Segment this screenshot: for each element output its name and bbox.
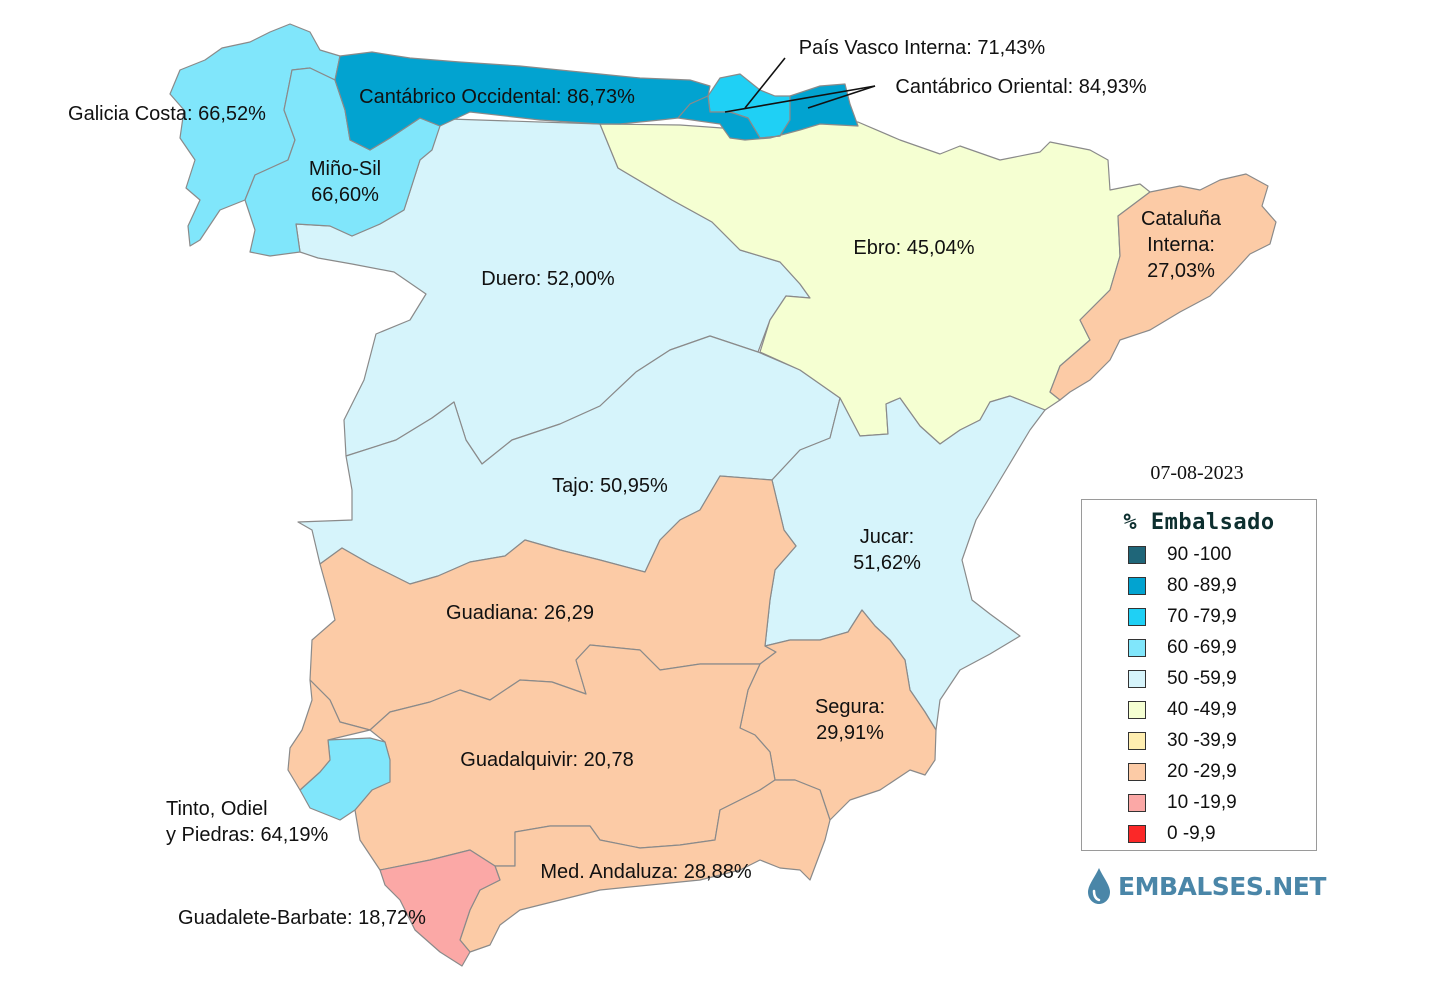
- label-cantabrico-oriental: Cantábrico Oriental: 84,93%: [895, 76, 1146, 98]
- legend-item: 20 -29,9: [1128, 760, 1237, 784]
- label-mino-sil: Miño-Sil 66,60%: [309, 158, 381, 206]
- region-cantabrico-occidental[interactable]: [334, 51, 711, 151]
- leader-pais-vasco-interna: [744, 57, 786, 109]
- legend-swatch: [1128, 825, 1146, 843]
- map-labels: Galicia Costa: 66,52% Miño-Sil 66,60% Cantá…: [68, 37, 1222, 929]
- legend-label: 60 -69,9: [1167, 637, 1237, 658]
- label-line: Cantábrico Oriental: 84,93%: [895, 76, 1146, 98]
- legend-label: 10 -19,9: [1167, 792, 1237, 813]
- label-tajo: Tajo: 50,95%: [552, 475, 668, 497]
- legend-swatch: [1128, 794, 1146, 812]
- label-line: y Piedras: 64,19%: [166, 824, 329, 846]
- legend-label: 0 -9,9: [1167, 823, 1216, 844]
- brand-logo[interactable]: EMBALSES.NET: [1086, 866, 1326, 906]
- label-jucar: Jucar: 51,62%: [853, 526, 921, 574]
- label-line: 29,91%: [816, 722, 884, 744]
- label-guadalquivir: Guadalquivir: 20,78: [460, 749, 633, 771]
- legend-title: % Embalsado: [1123, 510, 1275, 535]
- legend-label: 50 -59,9: [1167, 668, 1237, 689]
- legend: % Embalsado 90 -100 80 -89,9 70 -79,9 60…: [1081, 499, 1317, 851]
- legend-item: 60 -69,9: [1128, 636, 1237, 660]
- legend-item: 50 -59,9: [1128, 667, 1237, 691]
- legend-label: 40 -49,9: [1167, 699, 1237, 720]
- label-line: Miño-Sil: [309, 158, 381, 180]
- label-line: 51,62%: [853, 552, 921, 574]
- region-ebro[interactable]: [599, 121, 1151, 445]
- label-line: Jucar:: [860, 526, 914, 548]
- label-med-andaluza: Med. Andaluza: 28,88%: [540, 861, 751, 883]
- legend-item: 30 -39,9: [1128, 729, 1237, 753]
- region-guadiana-south: [287, 679, 371, 791]
- label-line: Galicia Costa: 66,52%: [68, 103, 266, 125]
- label-line: Interna:: [1147, 234, 1215, 256]
- legend-label: 80 -89,9: [1167, 575, 1237, 596]
- label-duero: Duero: 52,00%: [481, 268, 615, 290]
- legend-swatch: [1128, 546, 1146, 564]
- label-line: Cantábrico Occidental: 86,73%: [359, 86, 635, 108]
- legend-item: 70 -79,9: [1128, 605, 1237, 629]
- leader-cantabrico-oriental-1: [724, 85, 876, 113]
- label-line: País Vasco Interna: 71,43%: [799, 37, 1046, 59]
- legend-swatch: [1128, 639, 1146, 657]
- legend-item: 10 -19,9: [1128, 791, 1237, 815]
- water-drop-icon: [1088, 868, 1110, 904]
- label-line: Segura:: [815, 696, 885, 718]
- legend-swatch: [1128, 608, 1146, 626]
- label-line: Duero: 52,00%: [481, 268, 615, 290]
- region-cataluna-interna[interactable]: [1049, 173, 1277, 401]
- label-guadiana: Guadiana: 26,29: [446, 602, 594, 624]
- label-segura: Segura: 29,91%: [815, 696, 885, 744]
- label-cataluna-interna: Cataluña Interna: 27,03%: [1141, 208, 1222, 282]
- brand-name: EMBALSES.NET: [1118, 871, 1326, 901]
- label-line: Guadalquivir: 20,78: [460, 749, 633, 771]
- label-line: Guadalete-Barbate: 18,72%: [178, 907, 426, 929]
- legend-item: 0 -9,9: [1128, 822, 1216, 846]
- label-line: Med. Andaluza: 28,88%: [540, 861, 751, 883]
- legend-swatch: [1128, 763, 1146, 781]
- legend-swatch: [1128, 670, 1146, 688]
- legend-label: 90 -100: [1167, 544, 1232, 565]
- region-cantabrico-oriental[interactable]: [677, 83, 859, 141]
- legend-swatch: [1128, 701, 1146, 719]
- label-tinto-odiel-piedras: Tinto, Odiel y Piedras: 64,19%: [166, 798, 329, 846]
- legend-label: 30 -39,9: [1167, 730, 1237, 751]
- legend-label: 20 -29,9: [1167, 761, 1237, 782]
- label-line: Guadiana: 26,29: [446, 602, 594, 624]
- label-guadalete-barbate: Guadalete-Barbate: 18,72%: [178, 907, 426, 929]
- label-galicia-costa: Galicia Costa: 66,52%: [68, 103, 266, 125]
- label-line: 66,60%: [311, 184, 379, 206]
- map-date: 07-08-2023: [1150, 462, 1244, 484]
- legend-item: 80 -89,9: [1128, 574, 1237, 598]
- label-ebro: Ebro: 45,04%: [853, 237, 974, 259]
- label-cantabrico-occidental: Cantábrico Occidental: 86,73%: [359, 86, 635, 108]
- legend-label: 70 -79,9: [1167, 606, 1237, 627]
- legend-swatch: [1128, 577, 1146, 595]
- legend-item: 40 -49,9: [1128, 698, 1237, 722]
- label-pais-vasco-interna: País Vasco Interna: 71,43%: [799, 37, 1046, 59]
- legend-item: 90 -100: [1128, 543, 1231, 567]
- leader-cantabrico-oriental-2: [807, 85, 876, 109]
- region-guadalete-barbate[interactable]: [379, 849, 501, 967]
- legend-swatch: [1128, 732, 1146, 750]
- label-line: Tajo: 50,95%: [552, 475, 668, 497]
- label-line: 27,03%: [1147, 260, 1215, 282]
- label-line: Cataluña: [1141, 208, 1222, 230]
- region-galicia-costa[interactable]: [169, 23, 341, 247]
- label-line: Ebro: 45,04%: [853, 237, 974, 259]
- label-line: Tinto, Odiel: [166, 798, 268, 820]
